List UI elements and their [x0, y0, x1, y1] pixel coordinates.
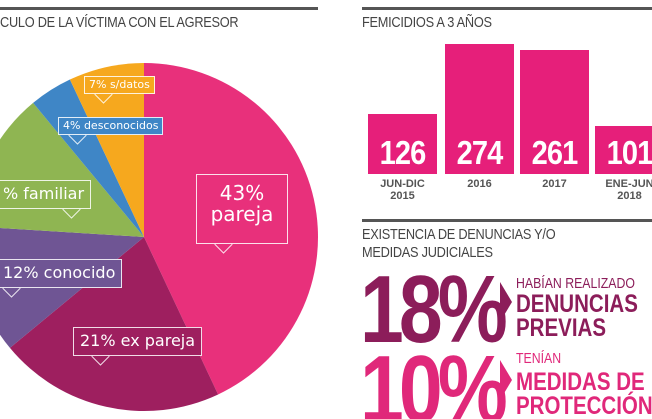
divider	[362, 7, 652, 10]
stat-18-line2: PREVIAS	[516, 314, 607, 342]
label-ex-pareja: 21% ex pareja	[73, 327, 203, 366]
category-line: 2015	[390, 190, 415, 203]
bar-0: 126	[368, 114, 437, 174]
pie-slice-2	[0, 227, 144, 348]
label-familiar: % familiar	[0, 180, 92, 219]
bar-category-label: 2016	[440, 178, 520, 190]
stat-18-line1: DENUNCIAS	[516, 290, 638, 318]
label-text: pareja	[210, 202, 274, 226]
stat-10-line1: MEDIDAS DE	[516, 368, 645, 396]
bar-value-label: 274	[456, 134, 504, 171]
stat-18-intro: HABÍAN REALIZADO	[516, 275, 635, 292]
divider	[362, 219, 652, 222]
bar-2: 261	[520, 50, 589, 174]
stat-10-intro: TENÍAN	[516, 350, 562, 367]
category-line: 2017	[542, 178, 567, 190]
bar-value-label: 101	[606, 133, 652, 171]
bar-value-label: 261	[531, 133, 579, 171]
pie-slice-1	[9, 237, 219, 412]
pie-title: CULO DE LA VÍCTIMA CON EL AGRESOR	[0, 14, 239, 31]
label-s-datos: 7% s/datos	[84, 76, 155, 104]
category-line: ENE-JUN	[605, 178, 652, 190]
bar-3: 101	[595, 126, 652, 174]
label-text: 43%	[219, 181, 265, 205]
pie-slice-5	[69, 63, 144, 237]
divider	[0, 7, 318, 10]
category-line: 2018	[617, 190, 642, 203]
label-text: 4% desconocidos	[63, 119, 159, 132]
label-pareja: 43% pareja	[196, 174, 288, 254]
bar-1: 274	[445, 44, 514, 174]
bar-category-label: ENE-JUN 2018	[590, 178, 652, 202]
label-text: % familiar	[3, 184, 85, 203]
bar-category-label: JUN-DIC 2015	[363, 178, 443, 202]
label-text: 12% conocido	[3, 263, 116, 282]
bar-value-label: 126	[379, 133, 427, 171]
stat-18-value: 18%	[360, 256, 508, 363]
bar-category-label: 2017	[515, 178, 595, 190]
category-line: 2016	[467, 178, 492, 190]
arrow-icon	[500, 360, 512, 400]
category-line: JUN-DIC	[380, 178, 425, 190]
stat-10-line2: PROTECCIÓN	[516, 392, 652, 419]
label-text: 7% s/datos	[89, 78, 150, 91]
label-desconocidos: 4% desconocidos	[58, 117, 164, 145]
bar-title: FEMICIDIOS A 3 AÑOS	[362, 14, 492, 31]
denuncias-title-line1: EXISTENCIA DE DENUNCIAS Y/O	[362, 226, 556, 243]
label-conocido: 12% conocido	[0, 259, 123, 298]
denuncias-title-line2: MEDIDAS JUDICIALES	[362, 244, 493, 261]
label-text: 21% ex pareja	[80, 331, 196, 350]
stat-10-value: 10%	[360, 336, 508, 419]
arrow-icon	[500, 282, 512, 322]
